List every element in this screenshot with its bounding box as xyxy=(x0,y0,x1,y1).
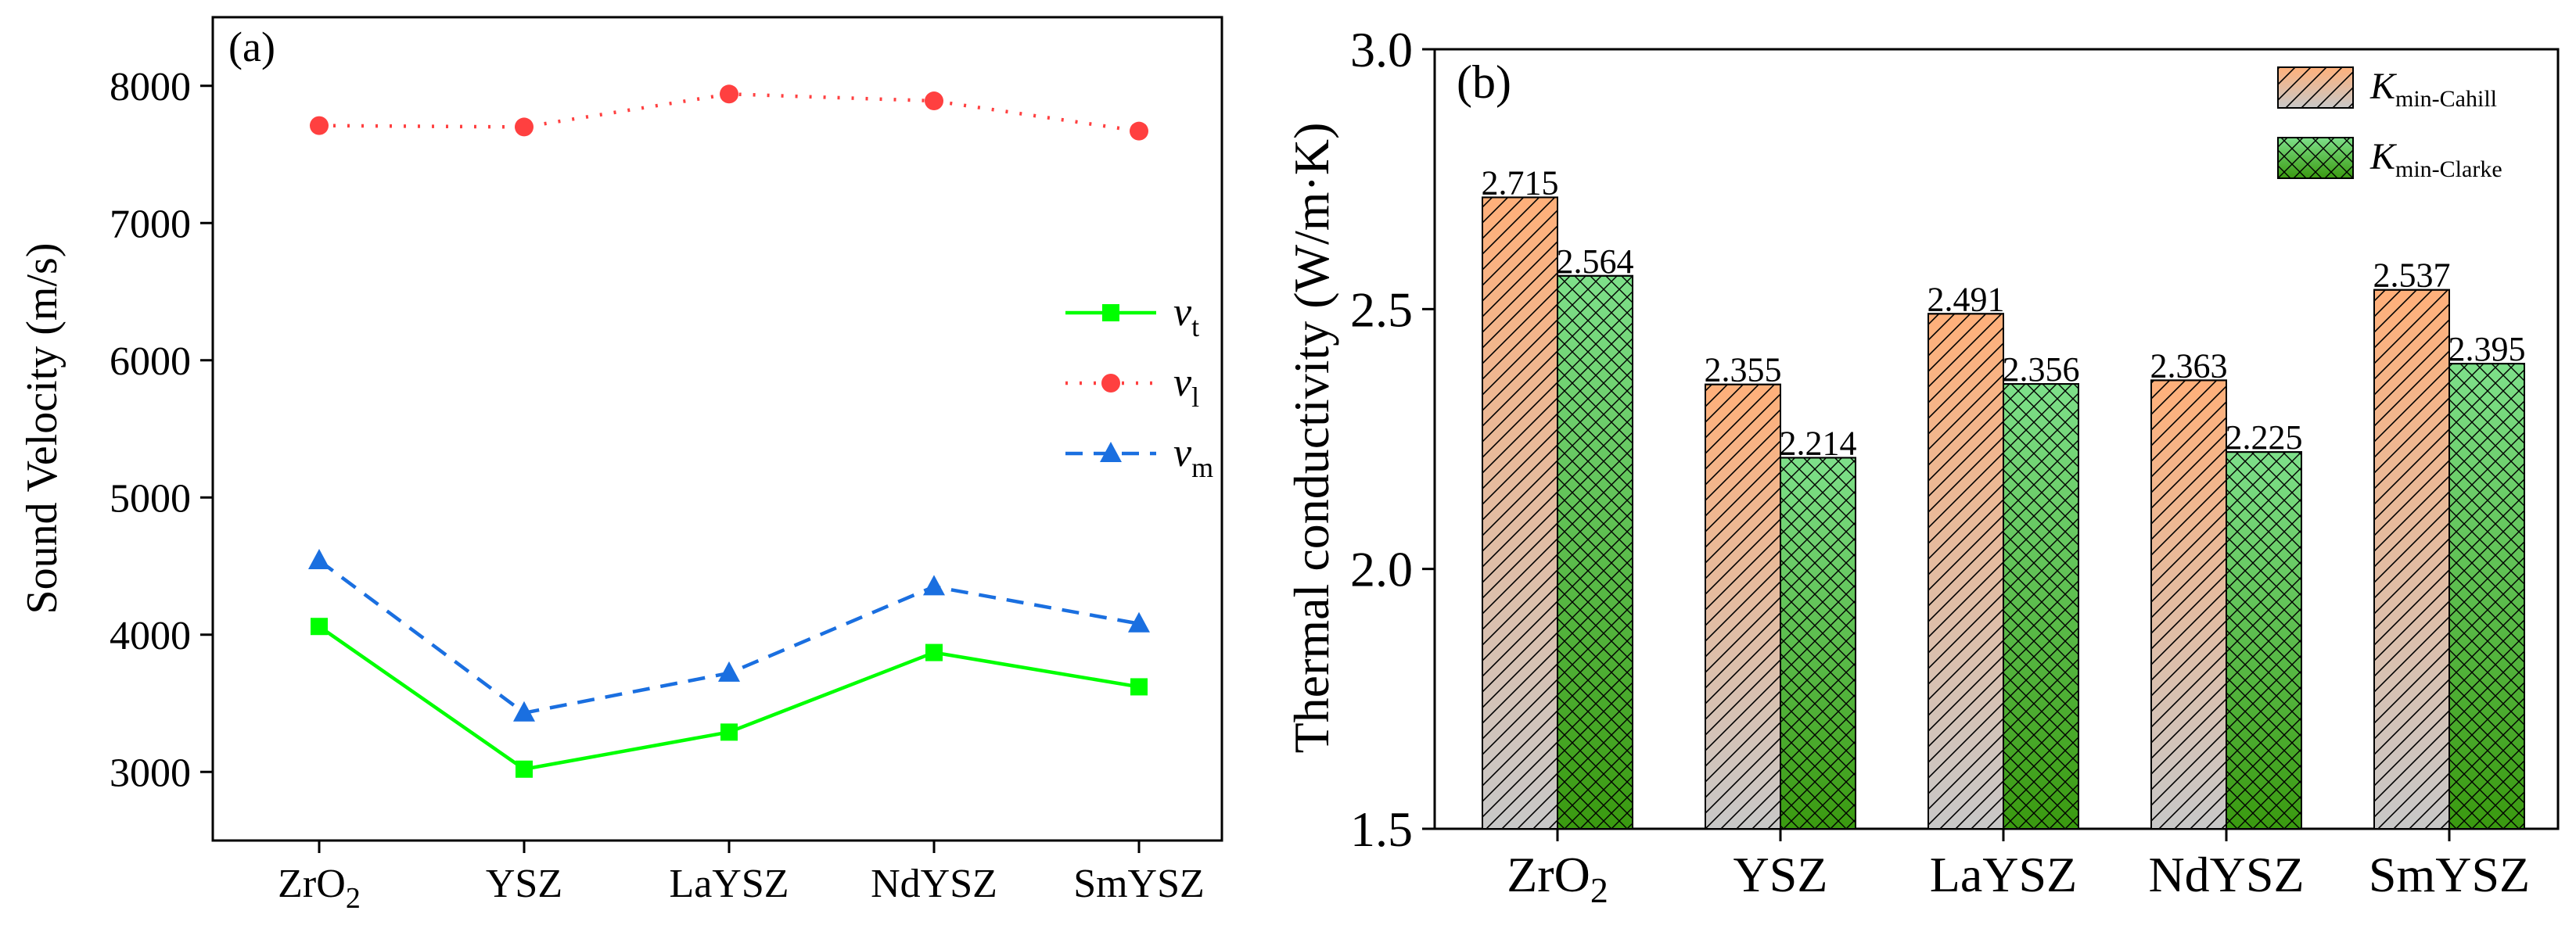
y-tick-label-a: 3000 xyxy=(110,751,191,795)
bar-hatch-cahill xyxy=(2150,379,2227,830)
bar-value-label: 2.395 xyxy=(2448,330,2526,368)
legend-label-cahill: Kmin-Cahill xyxy=(2369,66,2497,112)
y-tick-label-b: 1.5 xyxy=(1350,801,1413,857)
x-tick-label-a: ZrO2 xyxy=(278,862,361,915)
y-axis-label-b: Thermal conductivity (W/m·K) xyxy=(1284,123,1339,754)
bar-value-label: 2.225 xyxy=(2226,418,2303,457)
bar-value-label: 2.355 xyxy=(1705,351,1782,389)
data-point-vm xyxy=(1128,611,1150,633)
x-tick-label-b: ZrO2 xyxy=(1507,847,1608,910)
bar-hatch-cahill xyxy=(1482,196,1558,830)
data-point-vm xyxy=(923,575,945,596)
data-point-vl xyxy=(515,117,534,137)
data-point-vt xyxy=(516,760,533,778)
bar-value-label: 2.214 xyxy=(1780,424,1857,462)
data-point-vl xyxy=(310,116,329,135)
y-tick-label-b: 2.0 xyxy=(1350,542,1413,597)
y-tick-label-a: 6000 xyxy=(110,339,191,384)
bar-hatch-clarke xyxy=(2226,451,2302,830)
bar-value-label: 2.564 xyxy=(1557,242,1634,281)
legend-marker-vm xyxy=(1100,442,1122,462)
y-tick-label-a: 8000 xyxy=(110,65,191,109)
y-tick-label-b: 3.0 xyxy=(1350,22,1413,77)
legend-label-vt: vt xyxy=(1173,290,1199,342)
y-tick-label-a: 5000 xyxy=(110,476,191,521)
legend-a: vt vl vm xyxy=(1065,290,1213,483)
x-tick-label-b: YSZ xyxy=(1734,847,1828,902)
panel-a-frame xyxy=(211,16,1223,842)
data-point-vt xyxy=(720,723,738,741)
legend-b: Kmin-Cahill Kmin-Clarke xyxy=(2277,66,2502,182)
bar-hatch-clarke xyxy=(1780,457,1856,830)
x-tick-label-a: NdYSZ xyxy=(871,862,997,906)
data-point-vl xyxy=(720,84,738,104)
x-tick-label-a: SmYSZ xyxy=(1073,862,1205,906)
data-point-vl xyxy=(1130,121,1148,141)
x-tick-label-a: YSZ xyxy=(486,862,562,906)
y-axis-label-a: Sound Velocity (m/s) xyxy=(18,243,66,615)
y-tick-label-a: 4000 xyxy=(110,614,191,658)
legend-marker-vt xyxy=(1102,304,1119,321)
bar-value-label: 2.537 xyxy=(2373,256,2451,295)
panel-b-tag: (b) xyxy=(1457,56,1511,108)
legend-marker-vl xyxy=(1101,374,1120,393)
series-line-vt xyxy=(318,625,1140,772)
data-point-vt xyxy=(311,618,328,636)
series-line-vm xyxy=(318,559,1140,715)
bar-value-label: 2.491 xyxy=(1928,280,2005,318)
bar-hatch-cahill xyxy=(2373,289,2450,830)
x-tick-label-a: LaYSZ xyxy=(669,862,789,906)
data-point-vl xyxy=(925,91,943,111)
y-tick-label-b: 2.5 xyxy=(1350,281,1413,337)
bar-hatch-cahill xyxy=(1705,383,1781,830)
bar-hatch-cahill xyxy=(1928,313,2004,830)
panel-b-chart: 1.5 2.0 2.5 3.0 ZrO2 YSZ LaYSZ NdYSZ SmYSZ (b) The… xyxy=(1284,22,2560,910)
bar-hatch-clarke xyxy=(2448,363,2525,830)
legend-label-clarke: Kmin-Clarke xyxy=(2369,136,2502,182)
data-point-vt xyxy=(1130,678,1148,696)
legend-label-vl: vl xyxy=(1173,360,1199,413)
bar-hatch-clarke xyxy=(1557,274,1633,830)
y-tick-label-a: 7000 xyxy=(110,202,191,246)
bar-value-label: 2.715 xyxy=(1482,163,1559,202)
x-tick-label-b: SmYSZ xyxy=(2369,847,2530,902)
x-tick-label-b: LaYSZ xyxy=(1930,847,2077,902)
legend-label-vm: vm xyxy=(1173,431,1213,483)
panel-a-tag: (a) xyxy=(228,23,275,70)
data-point-vt xyxy=(925,643,943,661)
bar-hatch-clarke xyxy=(2003,383,2079,830)
panel-a-chart: 3000 4000 5000 6000 7000 8000 ZrO2 YSZ LaYSZ NdYS… xyxy=(18,16,1223,915)
legend-hatch-cahill xyxy=(2277,66,2354,109)
bar-value-label: 2.356 xyxy=(2003,350,2080,389)
data-point-vm xyxy=(308,548,330,569)
x-tick-label-b: NdYSZ xyxy=(2148,847,2304,902)
bar-value-label: 2.363 xyxy=(2150,346,2228,385)
data-point-vm xyxy=(718,661,740,682)
legend-hatch-clarke xyxy=(2277,137,2354,179)
data-point-vm xyxy=(513,701,535,722)
